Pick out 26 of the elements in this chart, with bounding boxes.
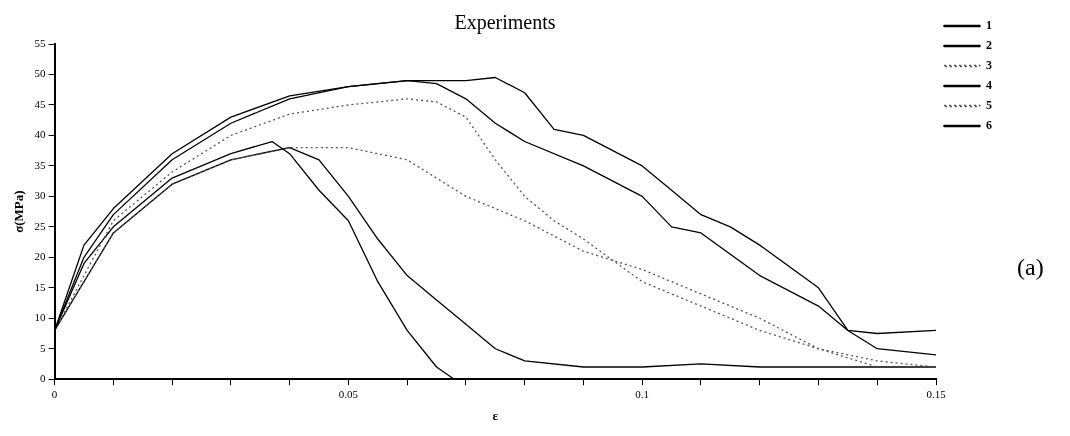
legend-label: 2 [986, 38, 992, 53]
x-tick-label: 0.1 [635, 387, 650, 400]
y-tick-label: 20 [34, 250, 47, 263]
x-tick-label: 0 [51, 387, 58, 400]
legend-label: 5 [986, 98, 992, 113]
y-tick-label: 55 [34, 36, 47, 49]
legend-label: 3 [986, 58, 992, 73]
x-tick-label: 0.05 [338, 387, 359, 400]
y-tick-label: 15 [34, 280, 47, 293]
x-axis-title: ε [492, 407, 499, 423]
chart-title: Experiments [454, 11, 556, 35]
y-tick-label: 10 [34, 311, 47, 324]
y-tick-label: 40 [34, 128, 47, 141]
y-tick-label: 30 [34, 189, 47, 202]
y-tick-label: 0 [40, 372, 47, 385]
text: (a) [1017, 253, 1044, 280]
x-tick-label: 0.15 [926, 387, 947, 400]
y-axis-title: σ(MPa) [11, 190, 27, 233]
legend-label: 6 [986, 118, 992, 133]
y-tick-label: 5 [40, 341, 47, 354]
legend-label: 1 [986, 18, 992, 33]
y-tick-label: 45 [34, 97, 47, 110]
y-tick-label: 25 [34, 219, 47, 232]
legend-label: 4 [986, 78, 992, 93]
y-tick-label: 35 [34, 158, 47, 171]
y-tick-label: 50 [34, 67, 47, 80]
